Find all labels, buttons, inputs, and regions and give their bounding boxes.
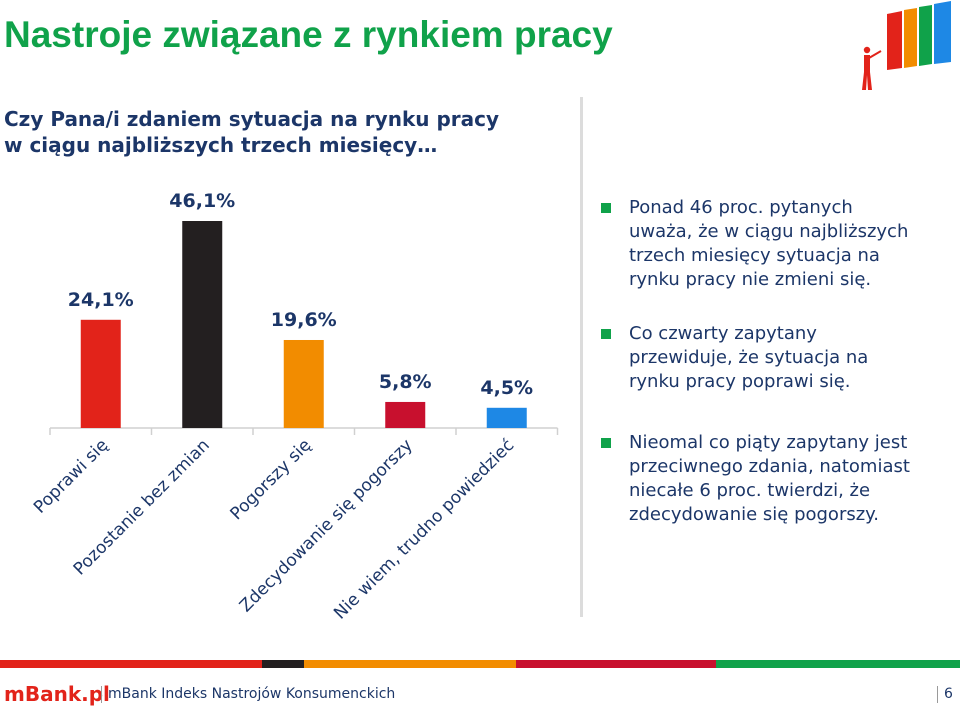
bar xyxy=(486,407,527,428)
bullet-line: zdecydowanie się pogorszy. xyxy=(629,504,879,525)
green-square-bullet-icon xyxy=(601,203,611,213)
page-number: 6 xyxy=(944,686,953,702)
footer-separator xyxy=(937,686,938,703)
bar xyxy=(283,339,324,428)
bullet-line: Nieomal co piąty zapytany jest xyxy=(629,432,908,453)
stripe-segment xyxy=(304,660,516,668)
bullet-line: Co czwarty zapytany xyxy=(629,323,817,344)
bullet-line: Ponad 46 proc. pytanych xyxy=(629,197,853,218)
bullet-line: niecałe 6 proc. twierdzi, że xyxy=(629,480,871,501)
data-label: 5,8% xyxy=(379,371,432,393)
category-label: Pogorszy się xyxy=(227,435,316,524)
bullet-item: Co czwarty zapytany przewiduje, że sytua… xyxy=(598,322,953,394)
bullet-line: rynku pracy nie zmieni się. xyxy=(629,269,872,290)
category-label: Nie wiem, trudno powiedzieć xyxy=(330,435,518,623)
vertical-divider xyxy=(580,97,583,617)
data-label: 19,6% xyxy=(271,309,337,331)
bullet-line: przewiduje, że sytuacja na xyxy=(629,347,869,368)
data-label: 4,5% xyxy=(480,377,533,399)
footer-caption-prefix: mBank xyxy=(108,686,157,702)
green-square-bullet-icon xyxy=(601,329,611,339)
mbank-index-logo-icon xyxy=(862,1,951,90)
stripe-segment xyxy=(262,660,304,668)
footer-caption: mBank Indeks Nastrojów Konsumenckich xyxy=(108,686,395,703)
category-label: Poprawi się xyxy=(30,435,112,517)
bullet-line: rynku pracy poprawi się. xyxy=(629,371,851,392)
stripe-segment xyxy=(516,660,716,668)
bar xyxy=(80,319,121,428)
data-label: 24,1% xyxy=(68,289,134,311)
bullet-line: trzech miesięcy sytuacja na xyxy=(629,245,880,266)
color-stripe xyxy=(0,660,960,668)
green-square-bullet-icon xyxy=(601,438,611,448)
category-label: Zdecydowanie się pogorszy xyxy=(236,435,417,616)
bullet-item: Ponad 46 proc. pytanych uważa, że w ciąg… xyxy=(598,196,953,292)
slide-title: Nastroje związane z rynkiem pracy xyxy=(4,14,613,55)
bullet-item: Nieomal co piąty zapytany jest przeciwne… xyxy=(598,431,953,527)
bullet-list: Ponad 46 proc. pytanych uważa, że w ciąg… xyxy=(598,196,953,527)
bullet-line: uważa, że w ciągu najbliższych xyxy=(629,221,909,242)
question-line-1: Czy Pana/i zdaniem sytuacja na rynku pra… xyxy=(4,107,500,131)
question-line-2: w ciągu najbliższych trzech miesięcy… xyxy=(4,133,438,157)
data-label: 46,1% xyxy=(169,190,235,212)
footer-caption-text: Indeks Nastrojów Konsumenckich xyxy=(156,686,396,702)
bar-chart: 24,1%46,1%19,6%5,8% 4,5%Poprawi sięPozost… xyxy=(30,190,559,624)
footer-separator xyxy=(101,686,102,703)
bar xyxy=(385,401,426,428)
stripe-segment xyxy=(716,660,960,668)
bar xyxy=(182,221,223,428)
stripe-segment xyxy=(0,660,262,668)
footer-brand-logo[interactable]: mBank.pl xyxy=(4,682,110,706)
bullet-line: przeciwnego zdania, natomiast xyxy=(629,456,910,477)
survey-question: Czy Pana/i zdaniem sytuacja na rynku pra… xyxy=(4,106,584,158)
